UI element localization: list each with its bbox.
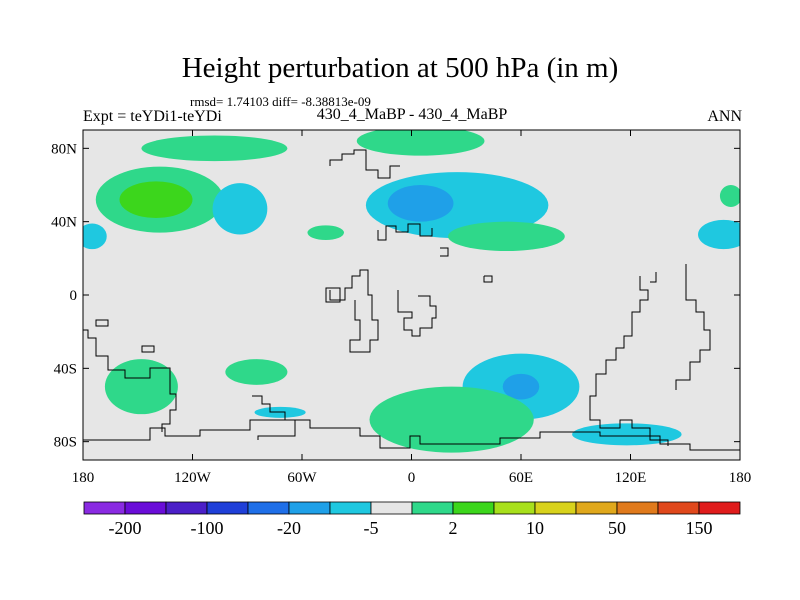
anomaly-region-3 bbox=[356, 130, 485, 156]
colorbar-label-5: 10 bbox=[526, 518, 544, 538]
coastline-africa bbox=[329, 269, 379, 353]
coastline-australia bbox=[650, 264, 711, 390]
anomaly-region-6 bbox=[212, 183, 268, 235]
colorbar-label-3: -5 bbox=[364, 518, 379, 538]
colorbar-box-3 bbox=[206, 501, 249, 515]
x-tick-label-4: 60E bbox=[509, 470, 533, 486]
colorbar-box-5 bbox=[288, 501, 331, 515]
anomaly-region-5 bbox=[387, 185, 454, 222]
coastline-antarctic-peninsula bbox=[252, 395, 296, 440]
colorbar-box-14 bbox=[657, 501, 700, 515]
colorbar-box-9 bbox=[452, 501, 495, 515]
colorbar: -200 -100 -20 -5 2 10 50 150 bbox=[83, 501, 741, 538]
coastline-arabia bbox=[397, 290, 437, 337]
colorbar-label-4: 2 bbox=[449, 518, 458, 538]
case-label: 430_4_MaBP - 430_4_MaBP bbox=[316, 106, 508, 123]
anomaly-region-17 bbox=[572, 423, 682, 446]
colorbar-label-0: -200 bbox=[109, 518, 142, 538]
y-tick-label-3: 40S bbox=[54, 361, 77, 377]
coastline-south-america bbox=[83, 329, 177, 432]
x-tick-label-5: 120E bbox=[615, 470, 647, 486]
y-tick-label-1: 40N bbox=[51, 215, 77, 231]
coastline-layer bbox=[83, 149, 740, 451]
anomaly-region-9 bbox=[698, 219, 740, 250]
colorbar-box-13 bbox=[616, 501, 659, 515]
x-tick-label-1: 120W bbox=[174, 470, 212, 486]
x-tick-label-0: 180 bbox=[72, 470, 95, 486]
colorbar-box-4 bbox=[247, 501, 290, 515]
coastline-north-america bbox=[329, 149, 400, 179]
colorbar-label-1: -100 bbox=[191, 518, 224, 538]
colorbar-box-15 bbox=[698, 501, 741, 515]
anomaly-region-15 bbox=[502, 373, 540, 400]
y-tick-label-2: 0 bbox=[70, 288, 78, 304]
x-tick-label-3: 0 bbox=[408, 470, 416, 486]
anomaly-layer bbox=[83, 130, 740, 453]
anomaly-region-10 bbox=[719, 185, 740, 207]
colorbar-box-8 bbox=[411, 501, 454, 515]
coastline-islands bbox=[95, 287, 341, 353]
colorbar-box-0 bbox=[83, 501, 126, 515]
anomaly-region-12 bbox=[104, 359, 178, 415]
y-tick-label-4: 80S bbox=[54, 435, 77, 451]
chart-title: Height perturbation at 500 hPa (in m) bbox=[181, 52, 619, 84]
anomaly-region-8 bbox=[448, 221, 565, 251]
axis-layer: 180 120W 60W 0 60E 120E 180 80N 40N 0 40S 80S bbox=[51, 130, 751, 486]
x-tick-label-6: 180 bbox=[729, 470, 752, 486]
coastline-maritime bbox=[589, 276, 669, 446]
colorbar-label-2: -20 bbox=[277, 518, 301, 538]
colorbar-label-7: 150 bbox=[686, 518, 713, 538]
anomaly-region-2 bbox=[141, 135, 288, 162]
colorbar-box-12 bbox=[575, 501, 618, 515]
colorbar-box-1 bbox=[124, 501, 167, 515]
colorbar-box-10 bbox=[493, 501, 536, 515]
coastline-europe bbox=[377, 223, 433, 241]
colorbar-box-7 bbox=[370, 501, 413, 515]
season-label: ANN bbox=[707, 108, 742, 125]
anomaly-region-13 bbox=[225, 359, 288, 385]
experiment-label: Expt = teYDi1-teYDi bbox=[83, 108, 222, 125]
coastline-antarctica bbox=[83, 419, 740, 451]
x-tick-label-2: 60W bbox=[287, 470, 317, 486]
anomaly-region-11 bbox=[83, 223, 107, 250]
colorbar-box-11 bbox=[534, 501, 577, 515]
colorbar-box-2 bbox=[165, 501, 208, 515]
anomaly-region-1 bbox=[119, 181, 193, 219]
colorbar-label-6: 50 bbox=[608, 518, 626, 538]
anomaly-region-16 bbox=[369, 386, 534, 453]
y-tick-label-0: 80N bbox=[51, 141, 77, 157]
chart-subtitle: rmsd= 1.74103 diff= -8.38813e-09 bbox=[190, 94, 371, 109]
coastline-south-asia bbox=[440, 247, 493, 283]
anomaly-region-7 bbox=[307, 225, 344, 241]
colorbar-box-6 bbox=[329, 501, 372, 515]
